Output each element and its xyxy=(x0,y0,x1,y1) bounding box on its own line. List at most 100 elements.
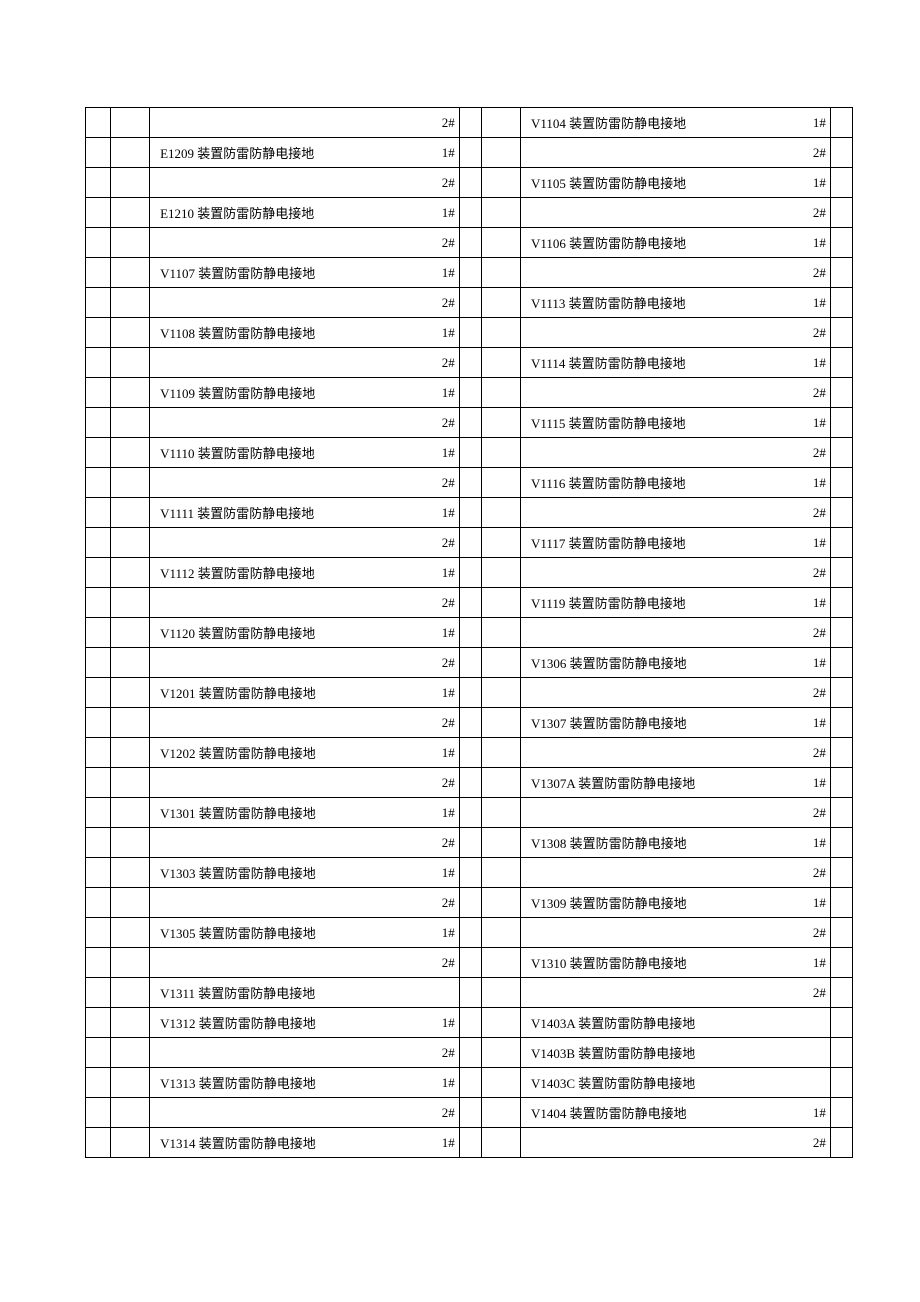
cell-blank xyxy=(830,468,852,498)
cell-blank xyxy=(110,528,149,558)
right-description-cell: V1115 装置防雷防静电接地1# xyxy=(520,408,830,438)
cell-blank xyxy=(110,648,149,678)
right-description-cell: V1403B 装置防雷防静电接地 xyxy=(520,1038,830,1068)
cell-blank xyxy=(481,828,520,858)
cell-blank xyxy=(86,618,111,648)
cell-blank xyxy=(830,888,852,918)
cell-blank xyxy=(481,228,520,258)
cell-blank xyxy=(481,858,520,888)
right-description-cell: 2# xyxy=(520,738,830,768)
cell-blank xyxy=(86,1098,111,1128)
cell-blank xyxy=(86,918,111,948)
cell-blank xyxy=(86,168,111,198)
cell-blank xyxy=(86,978,111,1008)
cell-blank xyxy=(86,528,111,558)
right-label: V1116 装置防雷防静电接地 xyxy=(531,473,813,492)
right-label: V1307A 装置防雷防静电接地 xyxy=(531,773,813,792)
right-description-cell: V1116 装置防雷防静电接地1# xyxy=(520,468,830,498)
cell-blank xyxy=(110,1068,149,1098)
right-tag: 2# xyxy=(813,565,830,581)
cell-blank xyxy=(481,618,520,648)
cell-blank xyxy=(110,708,149,738)
table-row: 2#V1106 装置防雷防静电接地1# xyxy=(86,228,853,258)
cell-blank xyxy=(86,498,111,528)
right-tag: 2# xyxy=(813,385,830,401)
table-row: E1210 装置防雷防静电接地1#2# xyxy=(86,198,853,228)
left-description-cell: 2# xyxy=(150,948,460,978)
cell-blank xyxy=(830,978,852,1008)
left-description-cell: V1108 装置防雷防静电接地1# xyxy=(150,318,460,348)
right-tag: 1# xyxy=(813,355,830,371)
cell-blank xyxy=(459,258,481,288)
cell-blank xyxy=(110,198,149,228)
left-tag: 1# xyxy=(442,265,459,281)
cell-blank xyxy=(830,498,852,528)
cell-blank xyxy=(830,408,852,438)
left-description-cell: V1201 装置防雷防静电接地1# xyxy=(150,678,460,708)
right-label: V1306 装置防雷防静电接地 xyxy=(531,653,813,672)
cell-blank xyxy=(86,738,111,768)
right-description-cell: 2# xyxy=(520,438,830,468)
left-tag: 2# xyxy=(442,295,459,311)
cell-blank xyxy=(830,138,852,168)
cell-blank xyxy=(830,288,852,318)
cell-blank xyxy=(459,798,481,828)
right-label: V1404 装置防雷防静电接地 xyxy=(531,1103,813,1122)
right-label: V1117 装置防雷防静电接地 xyxy=(531,533,813,552)
cell-blank xyxy=(459,1038,481,1068)
cell-blank xyxy=(481,108,520,138)
right-description-cell: V1308 装置防雷防静电接地1# xyxy=(520,828,830,858)
cell-blank xyxy=(110,468,149,498)
right-description-cell: 2# xyxy=(520,498,830,528)
right-label: V1403C 装置防雷防静电接地 xyxy=(531,1073,826,1092)
table-row: E1209 装置防雷防静电接地1#2# xyxy=(86,138,853,168)
cell-blank xyxy=(459,108,481,138)
left-description-cell: V1313 装置防雷防静电接地1# xyxy=(150,1068,460,1098)
cell-blank xyxy=(86,1038,111,1068)
cell-blank xyxy=(86,108,111,138)
table-row: 2#V1117 装置防雷防静电接地1# xyxy=(86,528,853,558)
cell-blank xyxy=(110,978,149,1008)
right-description-cell: V1403A 装置防雷防静电接地 xyxy=(520,1008,830,1038)
cell-blank xyxy=(86,408,111,438)
table-row: 2#V1104 装置防雷防静电接地1# xyxy=(86,108,853,138)
left-description-cell: V1112 装置防雷防静电接地1# xyxy=(150,558,460,588)
table-row: V1314 装置防雷防静电接地1#2# xyxy=(86,1128,853,1158)
cell-blank xyxy=(481,978,520,1008)
cell-blank xyxy=(830,678,852,708)
cell-blank xyxy=(86,468,111,498)
right-description-cell: V1309 装置防雷防静电接地1# xyxy=(520,888,830,918)
table-row: V1201 装置防雷防静电接地1# 2# xyxy=(86,678,853,708)
table-row: V1202 装置防雷防静电接地1#2# xyxy=(86,738,853,768)
right-tag: 2# xyxy=(813,205,830,221)
cell-blank xyxy=(481,738,520,768)
right-tag: 1# xyxy=(813,175,830,191)
right-description-cell: 2# xyxy=(520,678,830,708)
cell-blank xyxy=(86,888,111,918)
left-description-cell: V1303 装置防雷防静电接地1# xyxy=(150,858,460,888)
cell-blank xyxy=(830,228,852,258)
cell-blank xyxy=(86,288,111,318)
left-description-cell: 2# xyxy=(150,1098,460,1128)
table-row: 2#V1308 装置防雷防静电接地1# xyxy=(86,828,853,858)
cell-blank xyxy=(459,1068,481,1098)
left-description-cell: 2# xyxy=(150,888,460,918)
table-row: V1108 装置防雷防静电接地1#2# xyxy=(86,318,853,348)
left-description-cell: 2# xyxy=(150,1038,460,1068)
cell-blank xyxy=(459,288,481,318)
cell-blank xyxy=(481,198,520,228)
left-tag: 2# xyxy=(442,655,459,671)
left-label: V1112 装置防雷防静电接地 xyxy=(160,563,442,582)
left-label: E1209 装置防雷防静电接地 xyxy=(160,143,442,162)
cell-blank xyxy=(459,468,481,498)
cell-blank xyxy=(481,708,520,738)
cell-blank xyxy=(110,738,149,768)
left-description-cell: V1312 装置防雷防静电接地1# xyxy=(150,1008,460,1038)
cell-blank xyxy=(86,828,111,858)
table-row: 2#V1113 装置防雷防静电接地1# xyxy=(86,288,853,318)
right-description-cell: V1404 装置防雷防静电接地1# xyxy=(520,1098,830,1128)
left-tag: 2# xyxy=(442,775,459,791)
left-tag: 1# xyxy=(442,1075,459,1091)
right-tag: 2# xyxy=(813,805,830,821)
left-description-cell: 2# xyxy=(150,528,460,558)
